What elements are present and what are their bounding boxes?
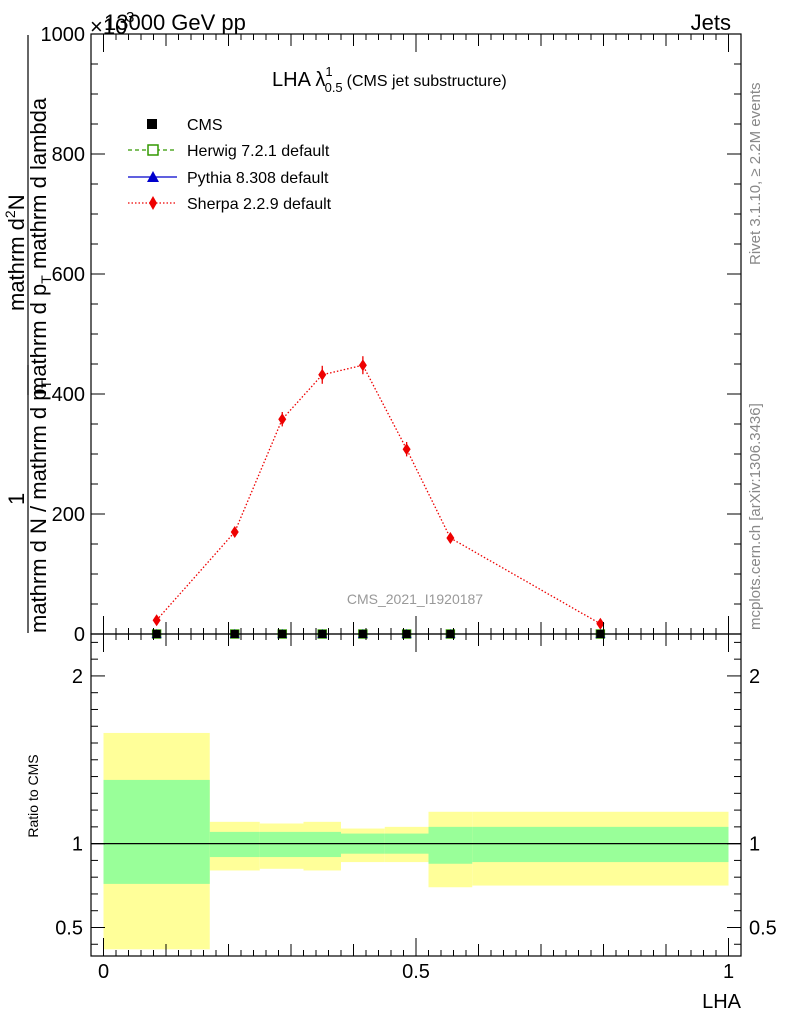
main-ytick-label: 1000 [41, 24, 86, 46]
ylabel-main-denominator: mathrm d pT mathrm d lambda [26, 97, 54, 395]
legend-entry-pythia: Pythia 8.308 default [128, 170, 329, 187]
ratio-band-inner-0 [103, 779, 210, 884]
ratio-ytick-label-right: 1 [749, 834, 760, 856]
main-ytick-label: 600 [52, 264, 85, 286]
sherpa-point [278, 413, 287, 426]
ratio-ytick-label-left: 0.5 [55, 917, 83, 939]
legend-entry-sherpa: Sherpa 2.2.9 default [128, 196, 332, 213]
ratio-ylabel: Ratio to CMS [25, 754, 41, 837]
sherpa-point [358, 359, 367, 372]
ylabel-denominator: mathrm d N / mathrm d pT [26, 379, 54, 633]
header-process: 13000 GeV pp [104, 10, 246, 35]
ratio-xtick-label: 0.5 [402, 961, 430, 983]
ylabel-denominator-text: mathrm d N / mathrm d p [26, 388, 51, 633]
sherpa-point [446, 532, 455, 544]
ylabel-numerator-one: 1 [4, 493, 29, 505]
main-ytick-label: 400 [52, 384, 85, 406]
ratio-band-inner-6 [428, 826, 473, 864]
legend-label-cms: CMS [187, 117, 223, 134]
ylabel-main-sup: 2 [2, 210, 18, 218]
chart-title-sub: 0.5 [325, 80, 343, 95]
ylabel-main-n: N [4, 194, 29, 210]
ylabel-main-d: mathrm d [4, 218, 29, 311]
ratio-ytick-label-right: 0.5 [749, 917, 777, 939]
ratio-bands [91, 732, 741, 950]
ratio-band-inner-7 [472, 826, 729, 863]
legend-marker-herwig [147, 144, 159, 156]
chart-title: LHA λ1 0.5 (CMS jet substructure) [272, 64, 507, 95]
ylabel-denominator-sub: T [38, 379, 54, 388]
legend-label-herwig: Herwig 7.2.1 default [187, 143, 330, 160]
main-ytick-label: 200 [52, 504, 85, 526]
ratio-band-inner-3 [303, 831, 341, 858]
chart-title-note: (CMS jet substructure) [347, 73, 507, 90]
main-ytick-label: 800 [52, 144, 85, 166]
ratio-ytick-label-left: 1 [72, 834, 83, 856]
ratio-band-inner-1 [209, 831, 260, 858]
analysis-watermark: CMS_2021_I1920187 [347, 591, 483, 607]
ratio-band-inner-2 [259, 831, 304, 858]
legend-label-pythia: Pythia 8.308 default [187, 170, 329, 187]
header-exponent-prefix: ×10 [90, 14, 127, 39]
ylabel-main-denominator-sub: T [38, 275, 54, 284]
ratio-ytick-label-right: 2 [749, 666, 760, 688]
sherpa-point [402, 443, 411, 456]
sherpa-point [318, 368, 327, 381]
legend-marker-cms [147, 119, 157, 129]
ratio-xtick-label: 0 [98, 961, 109, 983]
legend-entry-herwig: Herwig 7.2.1 default [128, 143, 330, 160]
main-ytick-label: 0 [74, 624, 85, 646]
sherpa-point [596, 617, 605, 630]
chart-title-text: LHA λ [272, 69, 325, 91]
sherpa-point [152, 614, 161, 627]
rivet-version-label: Rivet 3.1.10, ≥ 2.2M events [747, 83, 764, 266]
ratio-ytick-label-left: 2 [72, 666, 83, 688]
ylabel-main-denominator-text: mathrm d p [26, 284, 51, 395]
ratio-xtick-label: 1 [723, 961, 734, 983]
sherpa-point [230, 526, 239, 538]
sherpa-series-line [156, 364, 601, 625]
legend: CMS Herwig 7.2.1 default Pythia 8.308 de… [128, 117, 332, 213]
header-jets: Jets [691, 10, 731, 35]
header-exponent: 3 [126, 9, 134, 26]
ylabel-main-denominator-rest: mathrm d lambda [26, 97, 51, 275]
legend-entry-cms: CMS [147, 117, 223, 134]
chart-title-sup: 1 [325, 64, 332, 79]
x-axis-label: LHA [702, 991, 742, 1013]
legend-label-sherpa: Sherpa 2.2.9 default [187, 196, 332, 213]
legend-marker-pythia [147, 171, 159, 182]
mcplots-label: mcplots.cern.ch [arXiv:1306.3436] [747, 403, 764, 630]
legend-marker-sherpa [149, 196, 157, 210]
ylabel-main-numerator: mathrm d2N [2, 194, 29, 311]
main-ylabel: 1 mathrm d N / mathrm d pT mathrm d2N ma… [2, 35, 54, 633]
